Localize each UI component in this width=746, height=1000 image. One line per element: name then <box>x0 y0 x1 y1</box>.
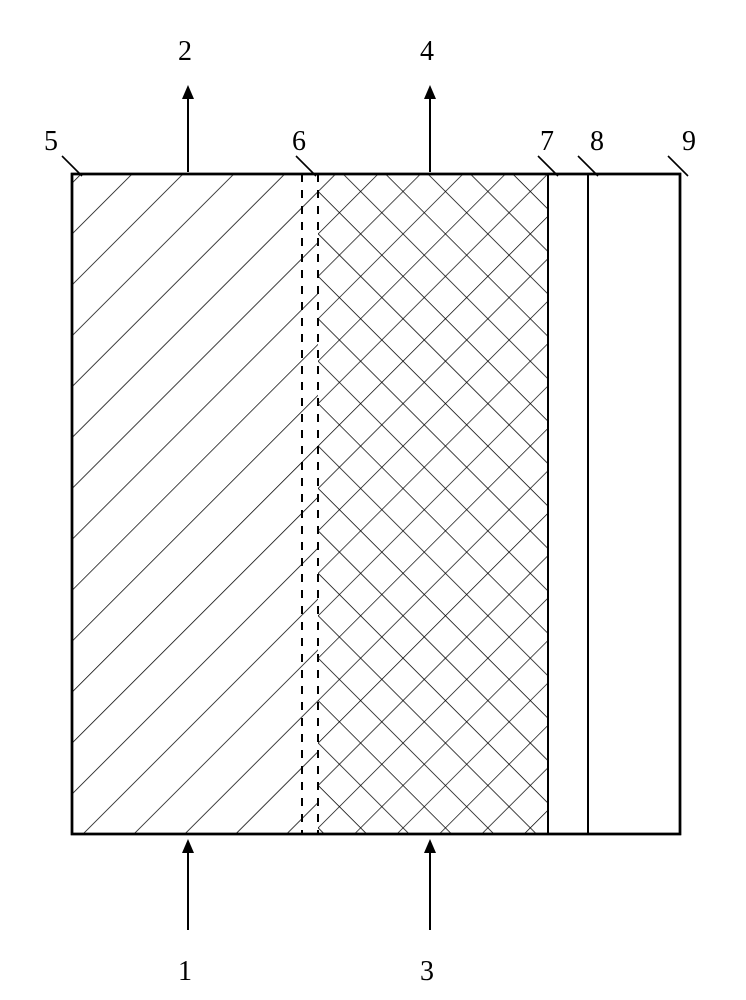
region-5 <box>72 174 318 834</box>
label-2: 2 <box>178 36 192 67</box>
label-1: 1 <box>178 956 192 987</box>
region-7 <box>318 174 548 834</box>
label-6: 6 <box>292 126 306 157</box>
label-9: 9 <box>682 126 696 157</box>
label-3: 3 <box>420 956 434 987</box>
label-8: 8 <box>590 126 604 157</box>
label-5: 5 <box>44 126 58 157</box>
label-4: 4 <box>420 36 434 67</box>
label-7: 7 <box>540 126 554 157</box>
diagram-svg: 2 4 5 6 7 8 9 1 3 <box>0 0 746 1000</box>
